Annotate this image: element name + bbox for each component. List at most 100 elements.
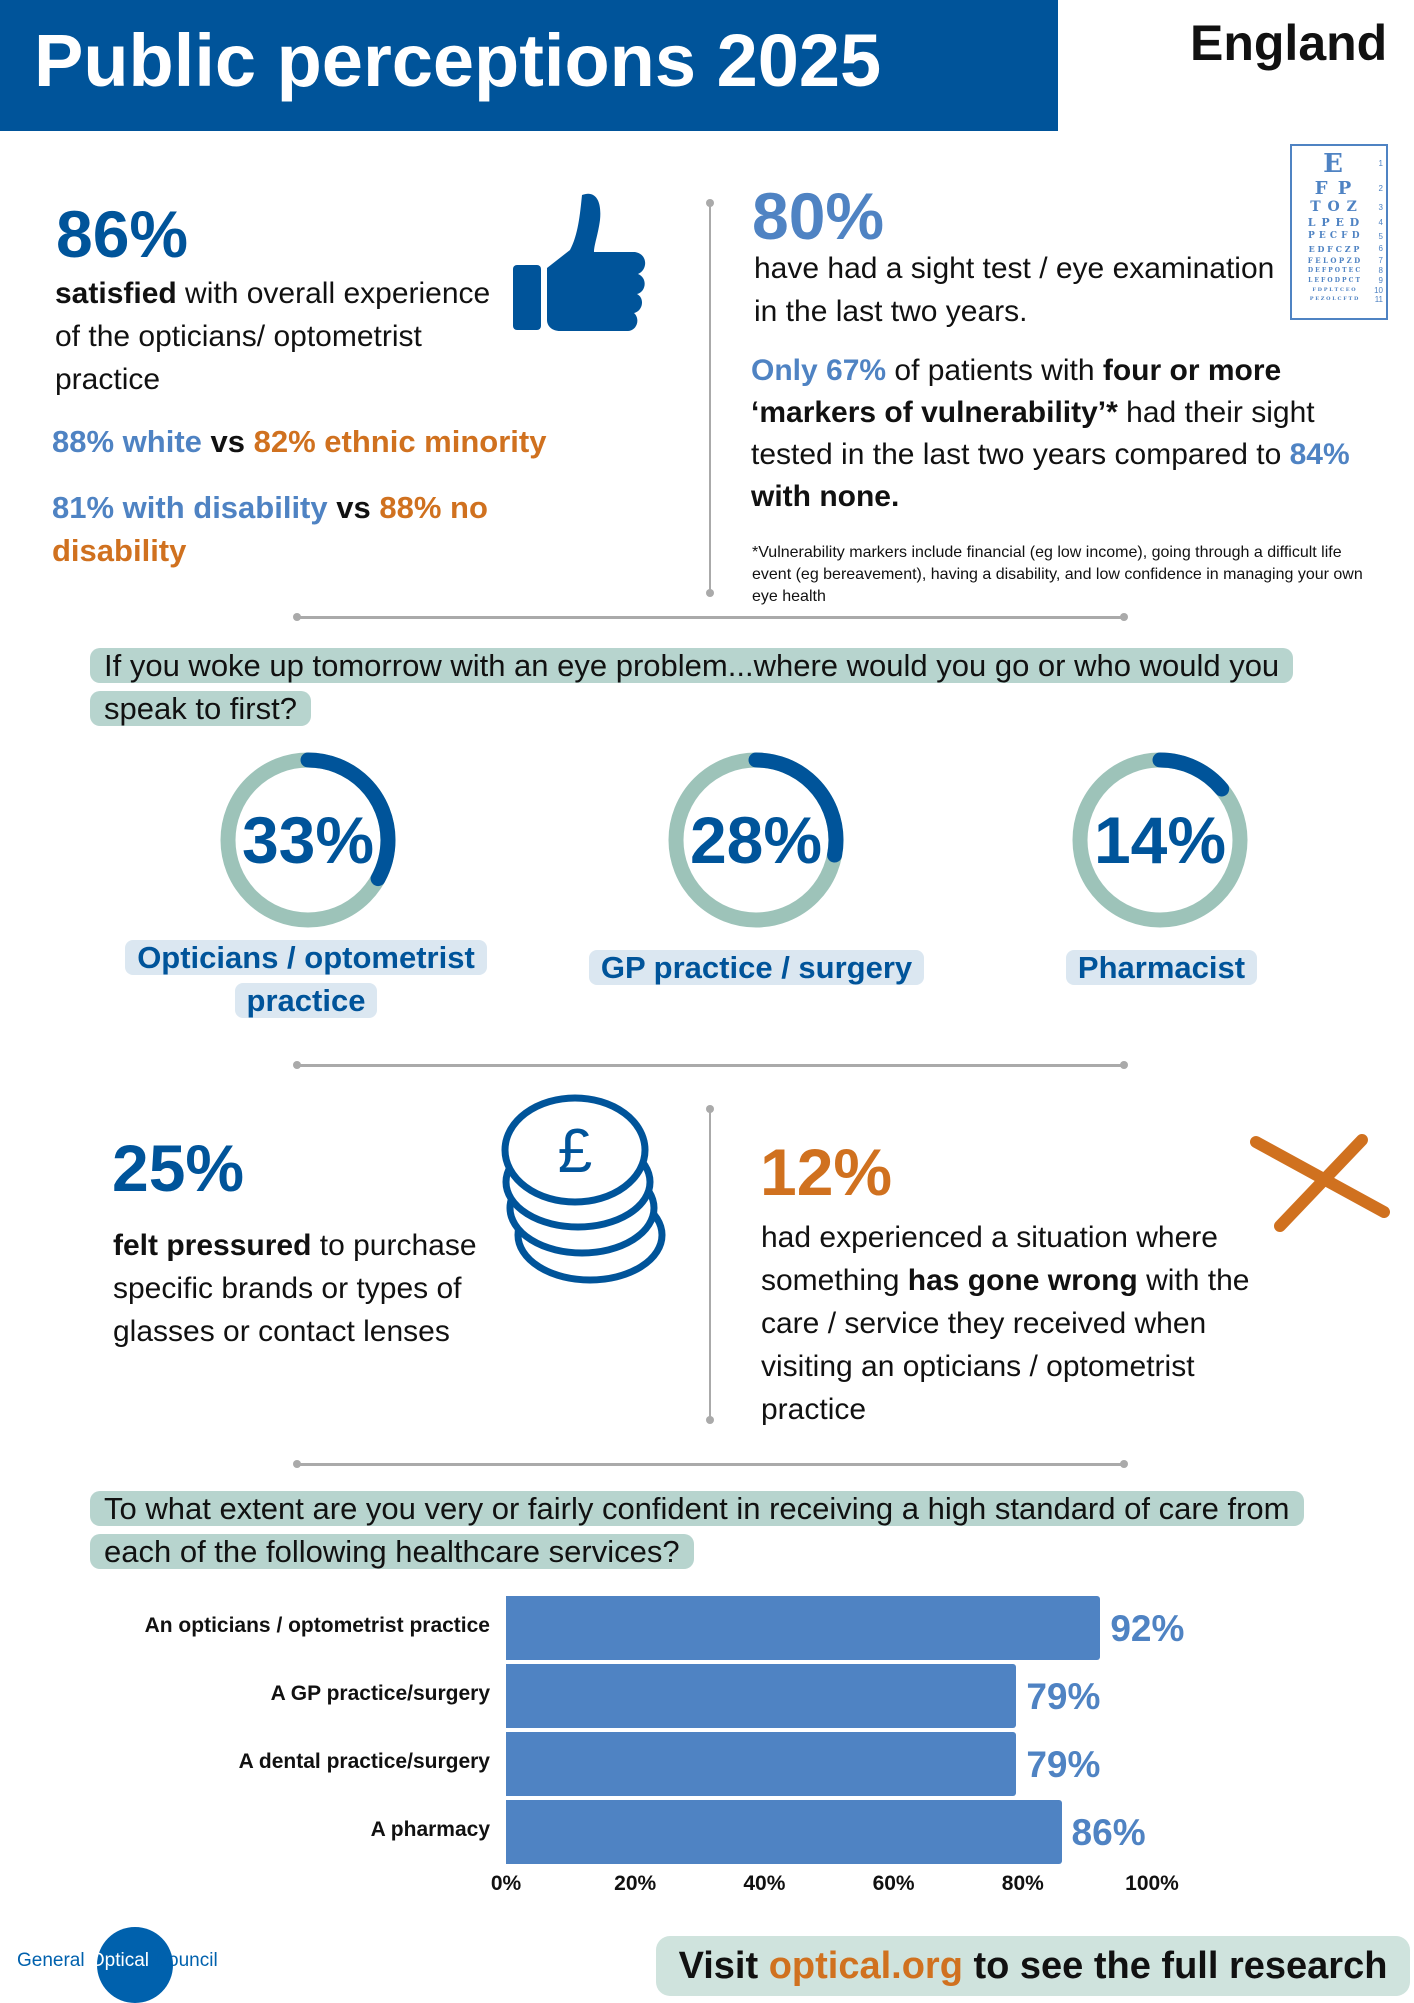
bar-category-label: An opticians / optometrist practice [144, 1614, 490, 1637]
donut-fill [1072, 752, 1248, 928]
horizontal-divider [293, 613, 1128, 621]
donut-ring [1072, 752, 1248, 928]
only-67: Only 67% [751, 354, 887, 387]
donut-value: 28% [689, 803, 823, 877]
gocouncil-logo: General Optical Council [17, 1950, 218, 1972]
sight-test-text: have had a sight test / eye examination … [754, 252, 1275, 328]
vulnerability-text: Only 67% of patients with four or more ‘… [751, 350, 1401, 518]
bar-value-label: 79% [1026, 1744, 1101, 1785]
horizontal-divider [293, 1061, 1128, 1069]
chart-title-text: To what extent are you very or fairly co… [90, 1491, 1304, 1569]
eye-chart-letters: F P [1314, 178, 1354, 199]
eye-chart-row: L E F O D P C T 9 [1295, 276, 1383, 286]
question-text: If you woke up tomorrow with an eye prob… [90, 648, 1294, 726]
eye-chart-row: F E L O P Z D 7 [1295, 255, 1383, 266]
donut-ring [668, 752, 844, 928]
eye-chart-number: 8 [1378, 266, 1383, 275]
horizontal-divider [293, 1460, 1128, 1468]
gone-wrong-bold: has gone wrong [907, 1264, 1138, 1297]
bar-category-label: A dental practice/surgery [238, 1750, 490, 1773]
donut-ring [220, 752, 396, 928]
eye-chart-row: L P E D 4 [1295, 216, 1383, 230]
bar-value-label: 79% [1026, 1676, 1101, 1717]
donut-fill [668, 752, 844, 928]
bar [506, 1800, 1062, 1864]
eye-chart-number: 11 [1374, 294, 1383, 304]
thumbs-up-icon [513, 193, 646, 331]
x-tick-label: 100% [1125, 1872, 1179, 1895]
no-disability-stat: 88% no disability [52, 490, 488, 568]
stat-84: 84% [1289, 438, 1350, 471]
eye-chart-number: 5 [1378, 231, 1383, 241]
eye-chart-letters: L E F O D P C T [1308, 277, 1360, 284]
eye-chart-row: E D F C Z P 6 [1295, 243, 1383, 255]
pressure-stat: 25% [112, 1131, 245, 1205]
eye-chart-letters: F D P L T C E O [1312, 287, 1356, 293]
x-tick-label: 40% [743, 1872, 786, 1895]
footnote: *Vulnerability markers include financial… [752, 544, 1363, 605]
satisfied-rest: with overall experience of the opticians… [55, 277, 491, 396]
ethnicity-comparison: 88% white vs 82% ethnic minority [52, 420, 546, 463]
eye-chart-letters: T O Z [1310, 199, 1358, 215]
vs: vs [327, 490, 380, 525]
chart-title: To what extent are you very or fairly co… [90, 1487, 1340, 1573]
x-tick-label: 60% [872, 1872, 915, 1895]
question-first-contact: If you woke up tomorrow with an eye prob… [90, 644, 1340, 730]
minority-stat: 82% ethnic minority [253, 424, 547, 459]
eye-chart-number: 9 [1378, 276, 1383, 285]
vertical-divider [706, 199, 714, 597]
contact-option-text: Pharmacist [1065, 950, 1258, 985]
satisfaction-stat: 86% [56, 197, 189, 271]
logo-optical: Optical [89, 1950, 150, 1971]
eye-chart-row: T O Z 3 [1295, 199, 1383, 216]
optical-org-link[interactable]: optical.org [768, 1945, 963, 1987]
donut-value: 33% [241, 803, 375, 877]
visit-text: Visit [678, 1945, 769, 1987]
eye-chart-row: F D P L T C E O 10 [1295, 286, 1383, 295]
with-none: with none. [751, 480, 900, 513]
satisfaction-text: satisfied with overall experience of the… [55, 272, 505, 401]
t: with the care / service they received wh… [761, 1264, 1250, 1426]
eye-chart-letters: F E L O P Z D [1307, 256, 1361, 265]
white-stat: 88% white [52, 424, 202, 459]
contact-option-text: GP practice / surgery [588, 950, 925, 985]
disability-comparison: 81% with disability vs 88% no disability [52, 486, 572, 572]
markers-bold: four or more ‘markers of vulnerability’* [751, 354, 1282, 429]
t: to purchase specific brands or types of … [113, 1229, 477, 1348]
vertical-divider [706, 1105, 714, 1424]
svg-text:£: £ [558, 1117, 592, 1186]
sight-test-stat: 80% [752, 179, 885, 253]
donut-value: 14% [1093, 803, 1227, 877]
bar-value-label: 86% [1071, 1812, 1146, 1853]
logo-general: General [17, 1950, 85, 1971]
eye-chart-number: 2 [1378, 183, 1383, 193]
eye-chart-row: P E Z O L C F T D 11 [1295, 295, 1383, 304]
eye-chart-number: 4 [1378, 218, 1383, 227]
x-tick-label: 80% [1001, 1872, 1044, 1895]
gone-wrong-stat: 12% [760, 1135, 893, 1209]
eye-chart-number: 10 [1374, 285, 1383, 295]
eye-chart-row: D E F P O T E C 8 [1295, 266, 1383, 276]
bar-category-label: A pharmacy [370, 1818, 490, 1841]
logo-circle [97, 1927, 173, 2003]
x-tick-label: 0% [490, 1872, 522, 1895]
pressure-text: felt pressured to purchase specific bran… [113, 1224, 513, 1353]
gone-wrong-text: had experienced a situation where someth… [761, 1216, 1261, 1431]
contact-option-label: Opticians / optometrist practice [106, 936, 506, 1022]
pressured-bold: felt pressured [113, 1229, 312, 1262]
region-label: England [1190, 15, 1388, 71]
visit-rest: to see the full research [962, 1945, 1388, 1987]
x-tick-label: 20% [614, 1872, 657, 1895]
header-banner [0, 0, 1058, 131]
eye-chart-letters: D E F P O T E C [1307, 267, 1361, 274]
eye-chart-number: 3 [1378, 202, 1383, 212]
eye-chart-row: F P 2 [1295, 178, 1383, 199]
t: had their sight tested in the last two y… [751, 396, 1315, 471]
contact-option-label: GP practice / surgery [573, 946, 940, 989]
eye-chart-letters: L P E D [1307, 216, 1361, 229]
vs: vs [201, 424, 254, 459]
eye-chart-letters: E [1323, 149, 1345, 179]
eye-chart-number: 7 [1378, 255, 1383, 265]
